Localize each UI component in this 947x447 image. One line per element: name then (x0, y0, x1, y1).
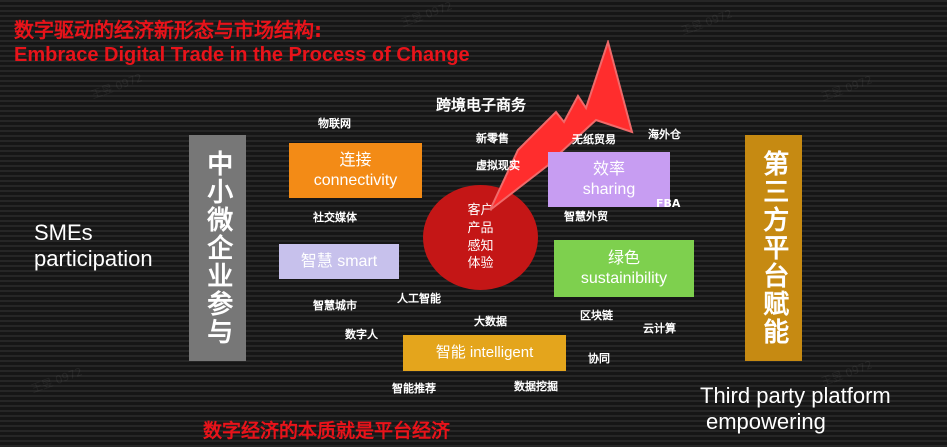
connectivity-en: connectivity (313, 171, 398, 189)
title-english: Embrace Digital Trade in the Process of … (14, 44, 470, 66)
smart-label: 智慧 smart (300, 252, 378, 270)
watermark: 王昱 0972 (89, 71, 145, 102)
third-party-caption-line2: empowering (706, 409, 826, 435)
sustainability-box: 绿色 sustainibility (554, 240, 694, 297)
connectivity-box: 连接 connectivity (289, 143, 422, 198)
watermark: 王昱 0972 (29, 365, 85, 396)
keyword-blockchain: 区块链 (580, 309, 613, 322)
customer-experience-circle: 客户 产品 感知 体验 (423, 185, 538, 290)
intelligent-label: 智能 intelligent (435, 343, 534, 361)
keyword-social-media: 社交媒体 (313, 211, 357, 224)
keyword-smart-city: 智慧城市 (313, 299, 357, 312)
third-party-caption: Third party platform empowering (700, 383, 891, 436)
keyword-iot: 物联网 (318, 117, 351, 130)
watermark: 王昱 0972 (819, 73, 875, 104)
keyword-virtual-reality: 虚拟现实 (476, 159, 520, 172)
smes-caption: SMEs participation (34, 220, 153, 273)
sharing-box: 效率 sharing (548, 152, 670, 207)
keyword-new-retail: 新零售 (476, 132, 509, 145)
title-chinese: 数字驱动的经济新形态与市场结构: (14, 18, 322, 42)
keyword-data-mining: 数据挖掘 (514, 380, 558, 393)
smart-box: 智慧 smart (279, 244, 399, 279)
keyword-fba: FBA (656, 197, 681, 210)
intelligent-box: 智能 intelligent (403, 335, 566, 371)
keyword-collaboration: 协同 (588, 352, 610, 365)
connectivity-cn: 连接 (339, 151, 372, 169)
watermark: 王昱 0972 (679, 7, 735, 38)
bottom-statement: 数字经济的本质就是平台经济 (203, 420, 451, 442)
circle-line1: 客户 (467, 203, 494, 219)
keyword-cloud-computing: 云计算 (643, 322, 676, 335)
sharing-cn: 效率 (592, 160, 625, 178)
watermark: 王昱 0972 (399, 0, 455, 30)
sharing-en: sharing (582, 180, 636, 198)
keyword-overseas-warehouse: 海外仓 (648, 128, 681, 141)
keyword-big-data: 大数据 (474, 315, 507, 328)
third-party-vertical-bar: 第三方平台赋能 (745, 135, 802, 361)
smes-vertical-bar: 中小微企业参与 (189, 135, 246, 361)
keyword-smart-trade: 智慧外贸 (564, 210, 608, 223)
keyword-paperless-trade: 无纸贸易 (572, 133, 616, 146)
lightning-bolt-icon (489, 40, 634, 210)
keyword-cross-border-ecommerce: 跨境电子商务 (436, 96, 527, 114)
smes-caption-line2: participation (34, 246, 153, 272)
circle-line2: 产品 (467, 220, 494, 236)
smes-caption-line1: SMEs (34, 220, 93, 245)
keyword-smart-recommend: 智能推荐 (392, 382, 436, 395)
third-party-caption-line1: Third party platform (700, 383, 891, 408)
keyword-ai: 人工智能 (397, 292, 441, 305)
keyword-digital-human: 数字人 (345, 328, 378, 341)
circle-line3: 感知 (467, 238, 494, 254)
sustainability-cn: 绿色 (607, 249, 640, 267)
circle-line4: 体验 (467, 256, 494, 272)
sustainability-en: sustainibility (580, 269, 668, 287)
